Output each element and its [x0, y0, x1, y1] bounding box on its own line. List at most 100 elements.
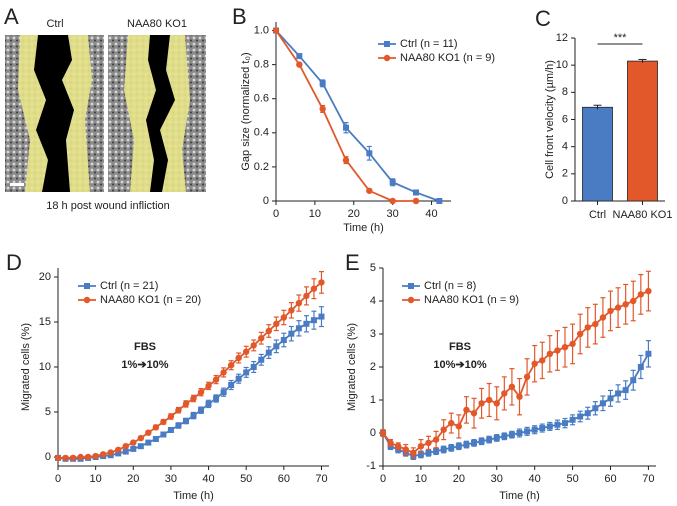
bar: [582, 106, 613, 202]
marker: [342, 156, 350, 164]
x-axis-label: Time (h): [499, 490, 540, 502]
marker: [554, 347, 561, 354]
y-tick-label: 0.6: [254, 93, 269, 105]
marker: [463, 441, 470, 448]
marker: [531, 360, 538, 367]
y-tick-label: 4: [562, 141, 568, 153]
marker: [508, 383, 516, 390]
marker: [250, 364, 257, 370]
marker: [394, 443, 402, 450]
marker: [62, 454, 69, 462]
x-tick-label: 20: [348, 208, 360, 220]
legend-label: Ctrl (n = 11): [400, 38, 458, 50]
panel-label: D: [6, 250, 22, 275]
y-tick-label: 20: [39, 271, 51, 283]
marker: [455, 423, 463, 430]
marker: [448, 419, 455, 427]
marker: [645, 350, 652, 357]
marker: [493, 400, 500, 407]
x-tick-label: 0: [380, 473, 386, 485]
legend-marker: [83, 296, 91, 304]
panel-label: B: [232, 4, 247, 29]
x-axis-label: Time (h): [343, 222, 384, 234]
marker: [92, 452, 99, 460]
marker: [77, 453, 84, 461]
panel-label: C: [535, 6, 551, 31]
marker: [493, 434, 500, 441]
marker: [546, 423, 553, 430]
marker: [366, 187, 373, 194]
marker: [115, 450, 122, 457]
marker: [343, 124, 349, 131]
marker: [273, 320, 280, 327]
marker: [607, 307, 614, 315]
x-tick-label: 10: [309, 208, 321, 220]
y-tick-label: 0.4: [254, 127, 269, 139]
marker: [576, 330, 584, 338]
caption: 18 h post wound infliction: [46, 200, 170, 212]
marker: [137, 443, 144, 450]
x-tick-label: 30: [165, 473, 177, 485]
marker: [539, 425, 546, 432]
marker: [295, 325, 302, 332]
marker: [130, 445, 137, 452]
marker: [433, 448, 440, 455]
annotation: ***: [614, 32, 628, 44]
marker: [175, 407, 182, 414]
marker: [288, 307, 295, 314]
x-tick-label: 40: [425, 208, 437, 220]
y-tick-label: 0.8: [254, 59, 269, 71]
marker: [569, 340, 576, 348]
marker: [448, 444, 455, 451]
series-line: [382, 290, 649, 454]
x-tick-label: 40: [202, 473, 214, 485]
column-label: NAA80 KO1: [127, 18, 187, 30]
marker: [413, 189, 419, 196]
series-line: [382, 353, 650, 458]
marker: [516, 430, 523, 436]
series-line: [275, 29, 440, 202]
marker: [197, 389, 205, 396]
marker: [645, 287, 652, 295]
marker: [389, 179, 396, 186]
y-tick-label: 6: [562, 113, 568, 125]
x-tick-label: 10: [415, 473, 427, 485]
marker: [122, 448, 129, 455]
marker: [265, 327, 272, 335]
legend-label: NAA80 KO1 (n = 20): [100, 294, 201, 306]
marker: [425, 449, 432, 456]
x-tick-label: 70: [642, 473, 654, 485]
marker: [523, 373, 531, 381]
marker: [387, 439, 394, 447]
marker: [508, 431, 515, 438]
marker: [303, 320, 310, 327]
annotation: 1%➔10%: [121, 359, 168, 371]
marker: [303, 292, 310, 300]
y-tick-label: 10: [39, 361, 51, 373]
marker: [637, 364, 644, 370]
x-tick-label: NAA80 KO1: [613, 209, 673, 221]
x-tick-label: 10: [90, 473, 102, 485]
legend-label: NAA80 KO1 (n = 9): [424, 294, 519, 306]
marker: [160, 431, 167, 438]
marker: [471, 439, 477, 446]
marker: [296, 61, 303, 68]
marker: [182, 418, 189, 424]
annotation: FBS: [449, 341, 471, 353]
marker: [478, 400, 485, 407]
y-tick-label: 5: [45, 406, 51, 418]
marker: [310, 317, 317, 324]
marker: [190, 412, 197, 419]
marker: [310, 285, 318, 292]
y-tick-label: 0: [370, 427, 376, 439]
marker: [379, 429, 387, 437]
marker: [622, 301, 629, 308]
x-axis-label: Time (h): [173, 490, 214, 502]
marker: [599, 400, 606, 407]
marker: [220, 369, 227, 376]
marker: [569, 416, 576, 423]
x-tick-label: 0: [55, 473, 61, 485]
marker: [425, 439, 432, 447]
marker: [190, 395, 197, 402]
